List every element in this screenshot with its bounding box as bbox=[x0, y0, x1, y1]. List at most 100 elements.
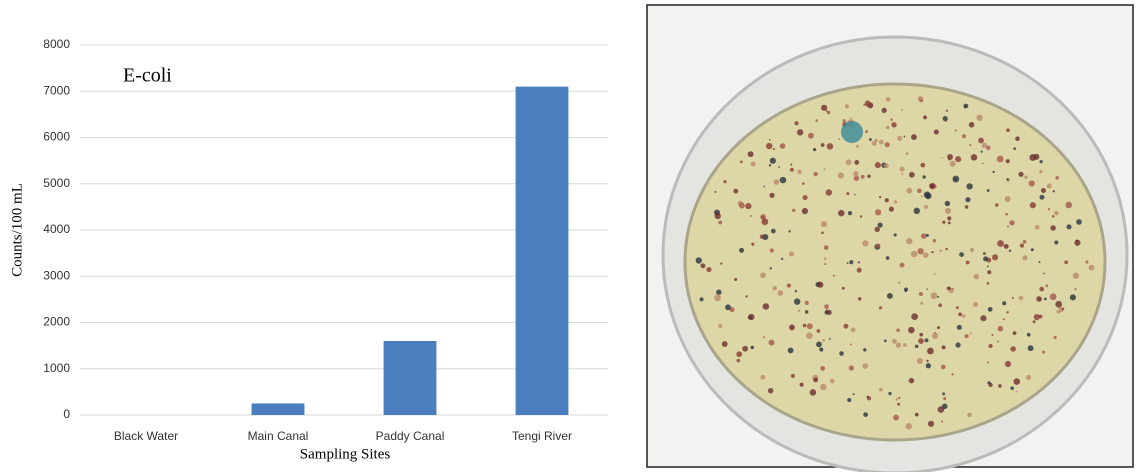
colony bbox=[959, 252, 964, 258]
colony bbox=[982, 162, 984, 165]
colony bbox=[879, 306, 883, 310]
colony bbox=[954, 128, 958, 132]
colony bbox=[908, 377, 915, 384]
colony bbox=[947, 216, 952, 221]
colony bbox=[927, 347, 934, 355]
colony bbox=[828, 338, 831, 340]
colony bbox=[745, 203, 752, 210]
colony bbox=[980, 315, 987, 322]
colony bbox=[733, 188, 739, 194]
colony bbox=[699, 297, 704, 302]
colony bbox=[820, 365, 826, 371]
colony bbox=[804, 310, 809, 314]
colony bbox=[982, 252, 986, 256]
colony bbox=[718, 220, 723, 225]
colony bbox=[773, 179, 780, 185]
colony bbox=[855, 144, 859, 148]
colony bbox=[820, 383, 827, 391]
colony bbox=[769, 267, 772, 270]
colony bbox=[747, 151, 754, 158]
colony bbox=[1015, 390, 1018, 393]
colony bbox=[750, 161, 756, 167]
colony bbox=[926, 359, 929, 363]
colony bbox=[911, 134, 917, 140]
colony bbox=[750, 215, 752, 217]
colony bbox=[952, 175, 960, 183]
colony bbox=[862, 363, 869, 369]
colony bbox=[1034, 225, 1040, 230]
colony bbox=[846, 192, 850, 196]
colony bbox=[994, 203, 999, 207]
colony bbox=[821, 104, 828, 111]
colony bbox=[885, 97, 891, 102]
colony bbox=[1040, 188, 1046, 194]
colony bbox=[901, 108, 904, 111]
colony bbox=[862, 240, 869, 247]
colony bbox=[885, 256, 890, 260]
colony bbox=[901, 173, 904, 175]
colony bbox=[890, 118, 893, 121]
colony bbox=[1002, 301, 1007, 306]
colony bbox=[945, 207, 952, 214]
colony bbox=[1010, 386, 1015, 391]
colony bbox=[820, 143, 825, 147]
colony bbox=[824, 304, 829, 309]
colony bbox=[1006, 311, 1009, 314]
colony bbox=[1015, 136, 1020, 142]
colony bbox=[945, 109, 949, 112]
colony bbox=[966, 183, 973, 190]
colony bbox=[1039, 169, 1043, 174]
colony bbox=[837, 172, 844, 179]
colony bbox=[700, 263, 706, 269]
colony bbox=[936, 326, 940, 330]
colony bbox=[973, 302, 979, 307]
colony bbox=[736, 358, 741, 363]
colony bbox=[864, 100, 871, 107]
colony bbox=[714, 294, 721, 302]
colony bbox=[946, 286, 951, 291]
colony bbox=[920, 195, 923, 198]
colony bbox=[823, 168, 826, 171]
colony bbox=[827, 110, 831, 114]
colony bbox=[821, 231, 824, 235]
colony bbox=[839, 351, 844, 356]
colony bbox=[991, 333, 994, 336]
colony bbox=[895, 342, 902, 348]
colony bbox=[846, 262, 849, 265]
colony bbox=[849, 343, 852, 346]
colony bbox=[888, 206, 894, 212]
colony bbox=[905, 152, 909, 156]
colony bbox=[964, 205, 969, 209]
colony bbox=[897, 135, 903, 141]
colony bbox=[933, 272, 936, 276]
colony bbox=[738, 202, 745, 209]
colony bbox=[922, 252, 929, 258]
colony bbox=[878, 139, 884, 145]
agar bbox=[683, 82, 1107, 442]
colony bbox=[1004, 360, 1012, 368]
colony bbox=[815, 119, 818, 122]
colony bbox=[824, 263, 827, 266]
colony bbox=[1047, 207, 1051, 211]
colony bbox=[767, 387, 774, 394]
colony bbox=[893, 414, 899, 421]
colony bbox=[1030, 248, 1034, 252]
colony bbox=[841, 286, 845, 290]
colony bbox=[789, 324, 795, 331]
colony bbox=[790, 163, 793, 166]
colony bbox=[854, 193, 856, 196]
colony bbox=[806, 332, 813, 339]
colony bbox=[779, 176, 787, 184]
colony bbox=[997, 340, 999, 343]
colony bbox=[760, 214, 766, 220]
colony bbox=[1039, 194, 1045, 200]
bar bbox=[251, 403, 305, 415]
colony bbox=[734, 277, 738, 281]
colony bbox=[807, 132, 814, 139]
colony bbox=[920, 233, 927, 239]
colony bbox=[911, 313, 918, 320]
bar bbox=[383, 341, 437, 415]
colony bbox=[910, 250, 918, 258]
colony bbox=[1003, 243, 1009, 249]
